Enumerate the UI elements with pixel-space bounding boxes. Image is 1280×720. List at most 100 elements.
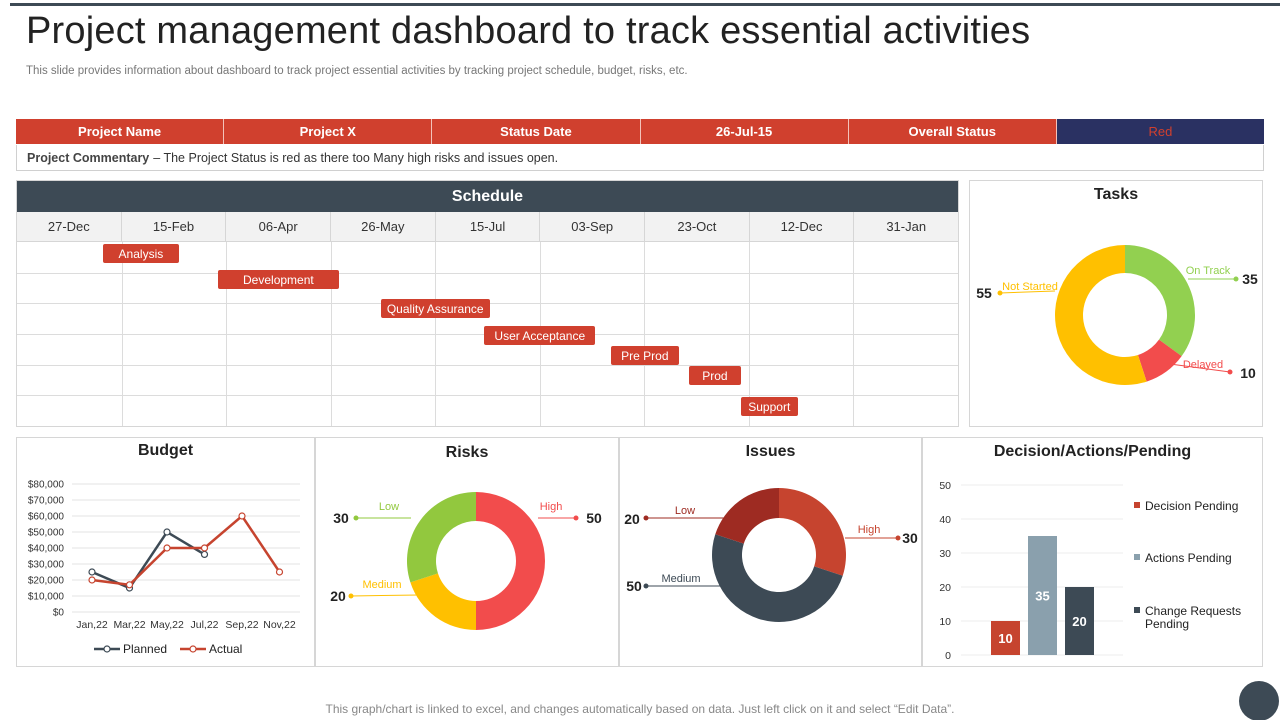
tasks-panel: Tasks On Track 35 Delayed 10 Not Started 55: [969, 180, 1263, 427]
issues-title: Issues: [745, 443, 796, 460]
decision-title: Decision/Actions/Pending: [993, 443, 1192, 460]
schedule-title: Schedule: [17, 181, 958, 212]
risks-donut-chart: High 50 Medium 20 Low 30: [330, 492, 602, 630]
tasks-label-delayed: Delayed: [1183, 359, 1223, 371]
budget-y-tick: $70,000: [28, 496, 65, 507]
decision-legend-label-change-requests-pending: Pending: [1145, 617, 1189, 631]
schedule-date-15-feb: 15-Feb: [122, 212, 227, 241]
issues-leader-dot-high: [895, 535, 901, 541]
budget-series-planned: [91, 530, 206, 590]
budget-y-tick: $10,000: [28, 592, 65, 603]
tasks-donut-chart: On Track 35 Delayed 10 Not Started 55: [976, 245, 1258, 385]
task-bar-pre-prod: Pre Prod: [610, 346, 679, 365]
decision-y-tick: 40: [939, 514, 951, 526]
issues-slice-low: [715, 488, 779, 544]
budget-point-planned: [200, 550, 209, 559]
task-bar-quality-assurance: Quality Assurance: [380, 299, 490, 318]
budget-y-tick: $0: [53, 608, 65, 619]
task-bar-prod: Prod: [689, 366, 741, 385]
tasks-value-delayed: 10: [1240, 365, 1256, 381]
risks-leader-dot-medium: [348, 593, 354, 599]
schedule-panel: Schedule 27-Dec 15-Feb 06-Apr 26-May 15-Jul 0…: [16, 180, 959, 427]
risks-value-low: 30: [333, 510, 349, 526]
schedule-grid: Analysis Development Quality Assurance User…: [17, 242, 958, 426]
top-rule: [10, 3, 1280, 6]
schedule-date-15-jul: 15-Jul: [436, 212, 541, 241]
schedule-date-26-may: 26-May: [331, 212, 436, 241]
risks-label-high: High: [540, 501, 563, 513]
task-bar-development: Development: [217, 270, 340, 289]
task-bar-user-acceptance: User Acceptance: [484, 326, 596, 345]
schedule-date-23-oct: 23-Oct: [645, 212, 750, 241]
risks-panel: Risks High 50 Medium 20 Low 30: [315, 437, 619, 667]
budget-point-planned: [163, 528, 171, 536]
budget-x-tick: Mar,22: [113, 619, 145, 631]
budget-x-tick: Jul,22: [190, 619, 218, 631]
page-title: Project management dashboard to track es…: [26, 10, 1031, 52]
issues-value-low: 20: [624, 511, 640, 527]
budget-x-tick: Jan,22: [76, 619, 108, 631]
decision-bar-label-actions-pending: 35: [1035, 589, 1049, 604]
issues-panel: Issues High 30 Medium 50 Low 20: [619, 437, 922, 667]
issues-label-high: High: [858, 524, 881, 536]
decision-legend-label-decision-pending: Decision Pending: [1145, 499, 1238, 513]
issues-leader-dot-medium: [643, 583, 649, 589]
tasks-value-not-started: 55: [976, 285, 992, 301]
project-commentary: Project Commentary – The Project Status …: [16, 145, 1264, 171]
risks-label-medium: Medium: [362, 579, 401, 591]
budget-y-tick: $60,000: [28, 512, 65, 523]
budget-point-actual: [163, 544, 171, 552]
schedule-date-31-jan: 31-Jan: [886, 219, 927, 234]
issues-label-medium: Medium: [661, 573, 700, 585]
decision-bar-decision-pending: [991, 621, 1020, 655]
decision-bar-label-decision-pending: 10: [998, 631, 1012, 646]
status-cell-status-date-value: 26-Jul-15: [640, 119, 849, 144]
budget-y-tick: $50,000: [28, 528, 65, 539]
budget-line-chart: $80,000 $70,000 $60,000 $50,000 $40,000 $30,0…: [28, 480, 300, 656]
risks-value-medium: 20: [330, 588, 346, 604]
status-cell-overall-status-label: Overall Status: [848, 119, 1057, 144]
decision-legend-label-change-requests-pending: Change Requests: [1145, 604, 1241, 618]
decision-bar-chart: 50 40 30 20 10 0 10 35 20 Decision Pending Actions…: [939, 480, 1241, 662]
budget-y-tick: $80,000: [28, 480, 65, 491]
risks-value-high: 50: [586, 510, 602, 526]
status-row: Project Name Project X Status Date 26-Ju…: [16, 119, 1265, 144]
budget-y-tick: $20,000: [28, 576, 65, 587]
budget-legend-label-planned: Planned: [123, 642, 167, 656]
status-cell-status-date-label: Status Date: [432, 119, 641, 144]
decision-panel: Decision/Actions/Pending 50 40 30 20 10 0 10 35…: [922, 437, 1263, 667]
tasks-title: Tasks: [1093, 186, 1139, 203]
issues-donut-chart: High 30 Medium 50 Low 20: [624, 488, 918, 622]
budget-panel: Budget $80,000 $70,000 $60,000 $50,000 $40,0…: [16, 437, 315, 667]
schedule-date-06-apr: 06-Apr: [226, 212, 332, 241]
budget-legend-marker-planned: [103, 645, 111, 653]
issues-leader-dot-low: [643, 515, 649, 521]
budget-point-actual: [200, 544, 209, 552]
budget-legend-label-actual: Actual: [209, 642, 242, 656]
decision-y-tick: 30: [939, 548, 951, 560]
issues-value-high: 30: [902, 530, 918, 546]
tasks-leader-delayed: [1169, 363, 1231, 373]
budget-point-planned: [88, 568, 96, 576]
budget-point-actual: [238, 512, 246, 520]
issues-label-low: Low: [675, 505, 695, 517]
commentary-label: Project Commentary: [27, 150, 150, 165]
status-cell-project-name-value: Project X: [224, 119, 433, 144]
tasks-slice-on-track: [1125, 245, 1195, 357]
tasks-leader-dot-on-track: [1233, 276, 1239, 282]
budget-series-actual: [91, 514, 281, 587]
tasks-leader-not-started: [999, 290, 1056, 294]
budget-legend-marker-actual: [189, 645, 197, 653]
budget-title: Budget: [137, 442, 194, 459]
risks-leader-medium: [350, 594, 420, 597]
risks-label-low: Low: [379, 501, 399, 513]
decision-legend-swatch-actions-pending: [1134, 554, 1140, 560]
tasks-label-on-track: On Track: [1186, 265, 1231, 277]
decision-bar-change-requests-pending: [1065, 587, 1094, 655]
decision-bar-label-change-requests-pending: 20: [1072, 614, 1086, 629]
issues-slice-medium: [712, 534, 843, 622]
commentary-text: – The Project Status is red as there too…: [153, 150, 559, 165]
risks-slice-low: [407, 492, 476, 583]
grid-hline: [17, 395, 958, 397]
footer-note: This graph/chart is linked to excel, and…: [325, 702, 955, 716]
